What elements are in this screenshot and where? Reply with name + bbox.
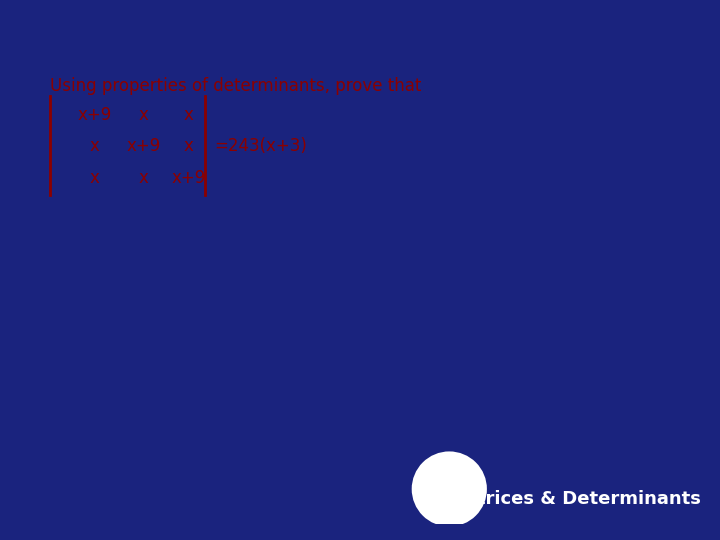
Text: x: x xyxy=(90,169,100,187)
Text: =: = xyxy=(42,340,58,358)
Text: x: x xyxy=(219,267,229,285)
Text: x: x xyxy=(181,322,191,340)
Text: x: x xyxy=(172,249,181,268)
Text: x: x xyxy=(266,233,276,251)
Text: L.H.S =: L.H.S = xyxy=(50,247,117,265)
Text: x: x xyxy=(184,137,194,155)
Text: 3x+9: 3x+9 xyxy=(98,322,143,340)
Circle shape xyxy=(412,451,487,526)
Text: x+9: x+9 xyxy=(220,358,255,376)
Text: Matrices & Determinants: Matrices & Determinants xyxy=(447,490,701,508)
Text: Using properties of determinants, prove that: Using properties of determinants, prove … xyxy=(50,77,421,95)
Text: 3x+9: 3x+9 xyxy=(98,340,143,358)
Text: Example -9: Example -9 xyxy=(50,44,240,73)
Text: [Applying C$_1$ $\rightarrow$ C$_1$ + C$_2$ + C$_3$]: [Applying C$_1$ $\rightarrow$ C$_1$ + C$… xyxy=(275,340,505,359)
Text: x: x xyxy=(90,137,100,155)
Text: 3x+9: 3x+9 xyxy=(98,358,143,376)
Text: x: x xyxy=(139,106,149,124)
Text: x+9: x+9 xyxy=(127,137,161,155)
Text: x: x xyxy=(233,340,243,358)
Polygon shape xyxy=(412,475,698,524)
Text: x: x xyxy=(172,267,181,285)
Text: x+9: x+9 xyxy=(169,340,203,358)
Text: x+9: x+9 xyxy=(172,169,206,187)
Polygon shape xyxy=(412,475,698,524)
Text: x: x xyxy=(139,169,149,187)
Text: x: x xyxy=(233,322,243,340)
Text: x+9: x+9 xyxy=(160,233,194,251)
Text: x: x xyxy=(184,106,194,124)
Text: x+9: x+9 xyxy=(78,106,112,124)
Text: x: x xyxy=(219,233,229,251)
Text: x: x xyxy=(266,249,276,268)
Text: x+9: x+9 xyxy=(253,267,288,285)
Text: =243(x+3): =243(x+3) xyxy=(215,137,307,155)
Text: Solution :: Solution : xyxy=(50,206,156,225)
Text: x: x xyxy=(181,358,191,376)
Text: x+9: x+9 xyxy=(207,249,240,268)
